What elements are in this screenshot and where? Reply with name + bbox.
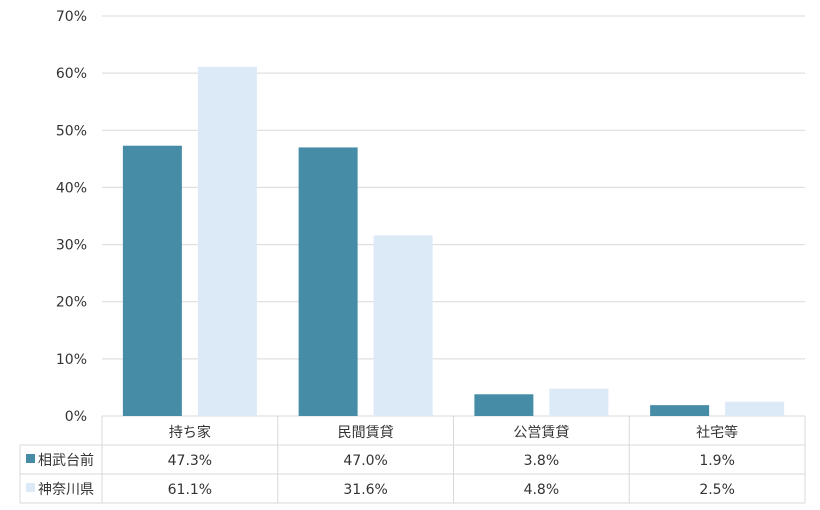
y-tick-label: 70% — [56, 9, 87, 25]
data-label: 47.3% — [168, 453, 212, 469]
legend-label: 神奈川県 — [38, 482, 94, 498]
data-label: 2.5% — [699, 482, 735, 498]
data-label: 61.1% — [168, 482, 212, 498]
data-label: 3.8% — [524, 453, 560, 469]
y-tick-label: 40% — [56, 180, 87, 196]
bars — [122, 66, 785, 416]
y-tick-label: 50% — [56, 123, 87, 139]
bar-series-1 — [122, 145, 182, 416]
bar-series-1 — [474, 394, 534, 416]
y-tick-label: 20% — [56, 295, 87, 311]
category-label: 民間賃貸 — [338, 425, 394, 441]
category-label: 社宅等 — [696, 424, 738, 441]
data-label: 47.0% — [343, 453, 387, 469]
category-label: 公営賃貸 — [513, 425, 569, 441]
bar-series-2 — [373, 235, 433, 416]
data-label: 31.6% — [343, 482, 387, 498]
bar-series-1 — [298, 147, 358, 416]
y-tick-label: 60% — [56, 66, 87, 82]
bar-series-2 — [197, 66, 257, 416]
bar-series-1 — [650, 405, 710, 416]
bar-series-2 — [725, 401, 785, 416]
legend-swatch — [26, 483, 35, 492]
category-label: 持ち家 — [169, 424, 211, 441]
data-label: 4.8% — [524, 482, 560, 498]
y-axis: 0% 10% 20% 30% 40% 50% 60% 70% — [56, 9, 87, 425]
y-tick-label: 30% — [56, 238, 87, 254]
y-tick-label: 0% — [65, 409, 87, 425]
legend-label: 相武台前 — [38, 452, 94, 469]
data-label: 1.9% — [699, 453, 735, 469]
y-tick-label: 10% — [56, 352, 87, 368]
bar-series-2 — [549, 388, 609, 416]
legend-swatch — [26, 454, 35, 463]
